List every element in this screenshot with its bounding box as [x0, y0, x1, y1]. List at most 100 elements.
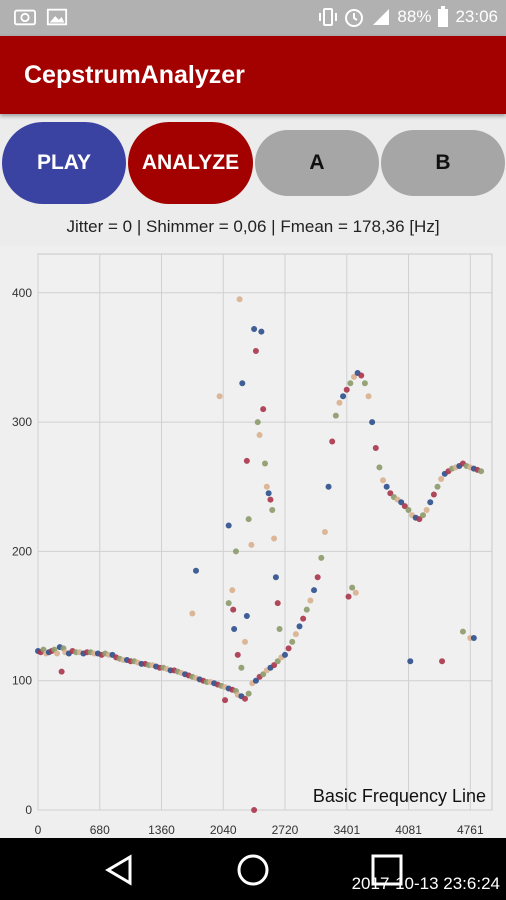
- data-point: [252, 677, 259, 684]
- clock: 23:06: [455, 7, 498, 26]
- data-point: [478, 468, 485, 475]
- data-point: [216, 393, 223, 400]
- data-point: [285, 645, 292, 652]
- data-point: [251, 325, 258, 332]
- data-point: [272, 574, 279, 581]
- back-triangle-icon[interactable]: [104, 854, 136, 886]
- data-point: [352, 589, 359, 596]
- data-point: [252, 347, 259, 354]
- battery-icon: [438, 6, 449, 27]
- data-point: [325, 483, 332, 490]
- recent-square-icon[interactable]: [370, 853, 404, 887]
- x-tick-label: 1360: [148, 823, 175, 837]
- data-point: [225, 522, 232, 529]
- chart-svg: 0 680 1360 2040 2720 3401 4081 4761 0 100 200 300 40…: [12, 253, 493, 837]
- data-point: [430, 491, 437, 498]
- data-point: [372, 444, 379, 451]
- data-point: [276, 625, 283, 632]
- data-point: [318, 554, 325, 561]
- data-point: [311, 587, 318, 594]
- x-tick-label: 3401: [333, 823, 360, 837]
- data-point: [369, 419, 376, 426]
- data-point: [274, 658, 281, 665]
- data-point: [343, 386, 350, 393]
- data-point: [265, 490, 272, 497]
- timestamp: 2017-10-13 23:6:24: [351, 874, 500, 893]
- data-point: [260, 671, 267, 678]
- data-point: [234, 651, 241, 658]
- screenshot-icon: [14, 9, 36, 26]
- data-point: [242, 638, 249, 645]
- data-point: [271, 535, 278, 542]
- data-point: [238, 664, 245, 671]
- data-point: [292, 631, 299, 638]
- data-point: [239, 380, 246, 387]
- x-tick-label: 2720: [272, 823, 299, 837]
- home-circle-icon[interactable]: [236, 853, 270, 887]
- data-point: [358, 372, 365, 379]
- data-point: [349, 584, 356, 591]
- data-point: [232, 548, 239, 555]
- data-point: [242, 695, 249, 702]
- data-point: [225, 600, 232, 607]
- frequency-chart: 0 680 1360 2040 2720 3401 4081 4761 0 100 200 300 40…: [0, 246, 506, 840]
- y-tick-label: 100: [12, 674, 32, 688]
- chart-description: Basic Frequency Line: [313, 786, 486, 806]
- x-tick-label: 680: [90, 823, 110, 837]
- stats-line: Jitter = 0 | Shimmer = 0,06 | Fmean = 17…: [66, 217, 440, 236]
- data-point: [271, 662, 278, 669]
- data-point: [434, 483, 441, 490]
- data-point: [365, 393, 372, 400]
- vibrate-icon: [319, 8, 338, 26]
- data-point: [439, 658, 446, 665]
- data-point: [307, 597, 314, 604]
- data-point: [267, 496, 274, 503]
- data-point: [248, 541, 255, 548]
- data-point: [419, 512, 426, 519]
- data-point: [245, 516, 252, 523]
- analyze-button[interactable]: ANALYZE: [128, 122, 253, 204]
- x-tick-label: 4761: [457, 823, 484, 837]
- data-point: [405, 507, 412, 514]
- data-point: [192, 567, 199, 574]
- data-point: [258, 328, 265, 335]
- y-tick-label: 400: [12, 286, 32, 300]
- data-point: [260, 406, 267, 413]
- a-button[interactable]: A: [255, 130, 379, 196]
- alarm-icon: [345, 9, 364, 27]
- data-point: [423, 507, 430, 514]
- play-button[interactable]: PLAY: [2, 122, 126, 204]
- plot-area: [37, 253, 493, 811]
- data-point: [243, 457, 250, 464]
- data-point: [401, 503, 408, 510]
- data-point: [274, 600, 281, 607]
- data-point: [470, 635, 477, 642]
- data-point: [387, 490, 394, 497]
- data-point: [281, 651, 288, 658]
- nav-bar: [0, 838, 506, 900]
- data-point: [459, 628, 466, 635]
- data-point: [427, 499, 434, 506]
- data-point: [269, 507, 276, 514]
- data-point: [303, 606, 310, 613]
- b-button[interactable]: B: [381, 130, 505, 196]
- data-point: [263, 483, 270, 490]
- data-point: [229, 587, 236, 594]
- data-point: [340, 393, 347, 400]
- data-point: [58, 668, 65, 675]
- y-tick-label: 0: [25, 803, 32, 817]
- data-point: [416, 516, 423, 523]
- y-tick-label: 300: [12, 415, 32, 429]
- data-point: [254, 419, 261, 426]
- data-point: [296, 623, 303, 630]
- data-point: [230, 606, 237, 613]
- signal-icon: [373, 9, 390, 25]
- data-point: [251, 807, 258, 813]
- data-point: [300, 615, 307, 622]
- y-tick-label: 200: [12, 544, 32, 558]
- data-point: [189, 610, 196, 617]
- data-point: [407, 658, 414, 665]
- data-point: [245, 690, 252, 697]
- data-point: [332, 412, 339, 419]
- data-point: [438, 475, 445, 482]
